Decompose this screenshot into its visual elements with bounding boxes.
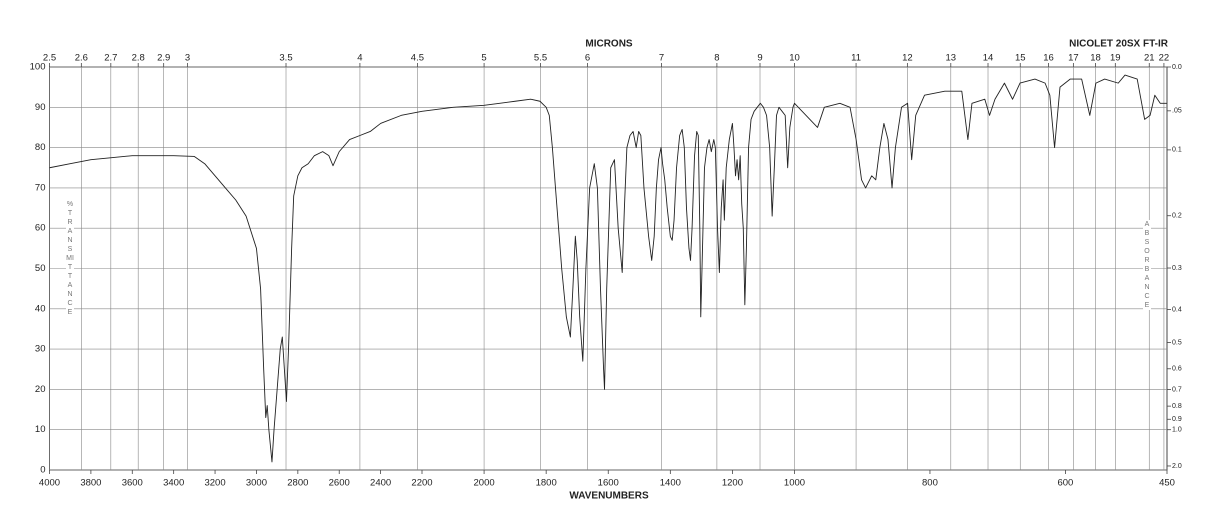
y2-tick-label: 0.9 (1172, 416, 1182, 423)
x2-tick-label: 2.8 (132, 53, 145, 64)
y-tick-label: 60 (35, 223, 46, 234)
y2-tick-label: 0.0 (1172, 64, 1182, 71)
x2-tick-label: 2.7 (104, 53, 117, 64)
y2-tick-label: 0.8 (1172, 403, 1182, 410)
x-tick-label: 3400 (163, 478, 184, 489)
x2-tick-label: 3 (185, 53, 190, 64)
y2-tick-label: 1.0 (1172, 427, 1182, 434)
x2-tick-label: 14 (983, 53, 994, 64)
x2-tick-label: 2.5 (43, 53, 56, 64)
y2-tick-label: 0.2 (1172, 213, 1182, 220)
x2-tick-label: 5.5 (534, 53, 547, 64)
y2-tick-label: 2.0 (1172, 463, 1182, 470)
y-tick-label: 10 (35, 424, 46, 435)
spectrum-line (49, 74, 1167, 463)
x-tick-label: 600 (1057, 478, 1073, 489)
x-tick-label: 2000 (474, 478, 495, 489)
chart-title: NICOLET 20SX FT-IR (1069, 39, 1169, 50)
x2-tick-label: 22 (1159, 53, 1170, 64)
x-tick-label: 4000 (39, 478, 60, 489)
x2-tick-label: 4.5 (411, 53, 424, 64)
y-tick-label: 40 (35, 303, 46, 314)
y-tick-label: 20 (35, 384, 46, 395)
x2-tick-label: 8 (714, 53, 719, 64)
x2-tick-label: 3.5 (279, 53, 292, 64)
x-tick-label: 3000 (246, 478, 267, 489)
y2-tick-label: 0.5 (1172, 339, 1182, 346)
x-tick-label: 1400 (660, 478, 681, 489)
x2-tick-label: 12 (902, 53, 913, 64)
x2-tick-label: 17 (1068, 53, 1079, 64)
x-tick-label: 1600 (598, 478, 619, 489)
x2-tick-label: 15 (1015, 53, 1026, 64)
x2-tick-label: 19 (1110, 53, 1121, 64)
x-tick-label: 2400 (370, 478, 391, 489)
x-tick-label: 1000 (784, 478, 805, 489)
x2-axis-label: MICRONS (585, 39, 633, 50)
y2-tick-label: 0.6 (1172, 366, 1182, 373)
y-tick-label: 90 (35, 102, 46, 113)
x2-tick-label: 21 (1144, 53, 1155, 64)
y-axis-label: %TRANSMITTANCE (66, 200, 74, 317)
x-tick-label: 450 (1159, 478, 1175, 489)
x-tick-label: 3600 (122, 478, 143, 489)
x2-tick-label: 13 (946, 53, 957, 64)
x-tick-label: 1200 (722, 478, 743, 489)
x2-tick-label: 6 (585, 53, 590, 64)
y-tick-label: 50 (35, 263, 46, 274)
y-tick-label: 100 (30, 62, 46, 73)
y2-tick-label: 0.7 (1172, 386, 1182, 393)
x2-tick-label: 16 (1043, 53, 1054, 64)
y2-tick-label: .05 (1172, 108, 1182, 115)
y-tick-label: 30 (35, 344, 46, 355)
y2-tick-label: 0.3 (1172, 265, 1182, 272)
x2-tick-label: 11 (851, 53, 861, 64)
x2-tick-label: 7 (659, 53, 664, 64)
x2-tick-label: 2.9 (157, 53, 170, 64)
x2-tick-label: 10 (789, 53, 800, 64)
x2-tick-label: 18 (1090, 53, 1101, 64)
x-tick-label: 3800 (80, 478, 101, 489)
y-tick-label: 0 (40, 465, 45, 476)
x2-tick-label: 9 (757, 53, 762, 64)
y2-tick-label: 0.4 (1172, 306, 1182, 313)
x-tick-label: 800 (922, 478, 938, 489)
x-tick-label: 2600 (329, 478, 350, 489)
y2-tick-label: 0.1 (1172, 147, 1182, 154)
x2-tick-label: 4 (357, 53, 362, 64)
x2-tick-label: 5 (481, 53, 486, 64)
x2-tick-label: 2.6 (75, 53, 88, 64)
x-tick-label: 1800 (536, 478, 557, 489)
y-tick-label: 80 (35, 142, 46, 153)
x-axis-label: WAVENUMBERS (569, 491, 649, 502)
y2-axis-label: ABSORBANCE (1143, 220, 1151, 310)
x-tick-label: 3200 (204, 478, 225, 489)
x-tick-label: 2200 (411, 478, 432, 489)
y-tick-label: 70 (35, 182, 46, 193)
x-tick-label: 2800 (287, 478, 308, 489)
